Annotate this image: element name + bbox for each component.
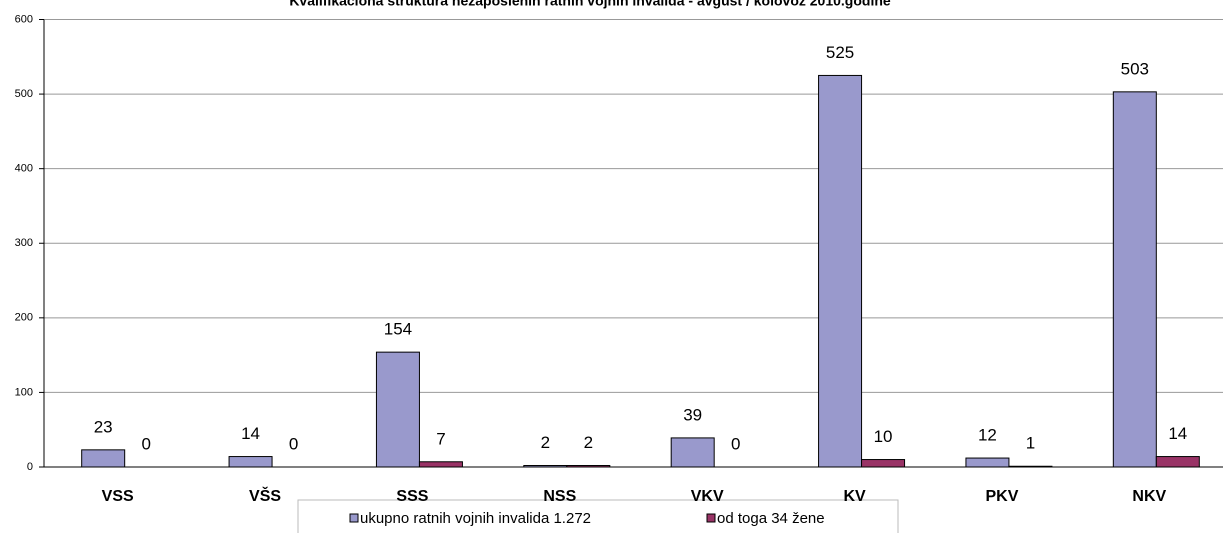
value-label: 0 (141, 434, 150, 453)
value-label: 0 (289, 434, 298, 453)
y-tick-label: 100 (15, 386, 33, 398)
value-label: 23 (94, 417, 113, 436)
value-label: 525 (826, 43, 854, 62)
y-tick-label: 300 (15, 237, 33, 249)
value-label: 1 (1026, 434, 1035, 453)
x-tick-label: PKV (985, 488, 1018, 505)
x-tick-label: VŠS (249, 486, 281, 505)
value-label: 2 (584, 433, 593, 452)
x-tick-label: VSS (102, 488, 134, 505)
value-label: 12 (978, 426, 997, 445)
value-label: 7 (436, 429, 445, 448)
value-label: 10 (874, 427, 893, 446)
bar (1112, 91, 1157, 468)
chart-title: Kvalifikaciona struktura nezaposlenih ra… (289, 0, 891, 9)
bar (418, 461, 463, 468)
y-tick-label: 600 (15, 13, 33, 25)
x-tick-label: VKV (691, 488, 724, 505)
legend-swatch (706, 513, 716, 523)
bar (861, 459, 906, 468)
legend-label: ukupno ratnih vojnih invalida 1.272 (360, 510, 591, 527)
y-tick-label: 200 (15, 312, 33, 324)
bar (1155, 456, 1200, 468)
value-label: 503 (1121, 59, 1149, 78)
value-label: 0 (731, 434, 740, 453)
bar (818, 74, 863, 468)
bar (375, 351, 420, 468)
bar (670, 437, 715, 468)
value-label: 39 (683, 405, 702, 424)
y-tick-label: 500 (15, 88, 33, 100)
bar (965, 457, 1010, 468)
x-tick-label: KV (843, 488, 866, 505)
x-tick-label: NKV (1132, 488, 1166, 505)
legend-swatch (349, 513, 359, 523)
value-label: 14 (1168, 424, 1187, 443)
legend-box (297, 499, 899, 533)
y-tick-label: 400 (15, 163, 33, 175)
x-tick-label: NSS (543, 488, 576, 505)
legend-label: od toga 34 žene (717, 510, 825, 527)
y-tick-label: 0 (27, 461, 33, 473)
bar (81, 449, 126, 468)
x-tick-label: SSS (396, 488, 428, 505)
value-label: 2 (541, 433, 550, 452)
value-label: 14 (241, 424, 260, 443)
bar (228, 456, 273, 468)
value-label: 154 (384, 320, 412, 339)
